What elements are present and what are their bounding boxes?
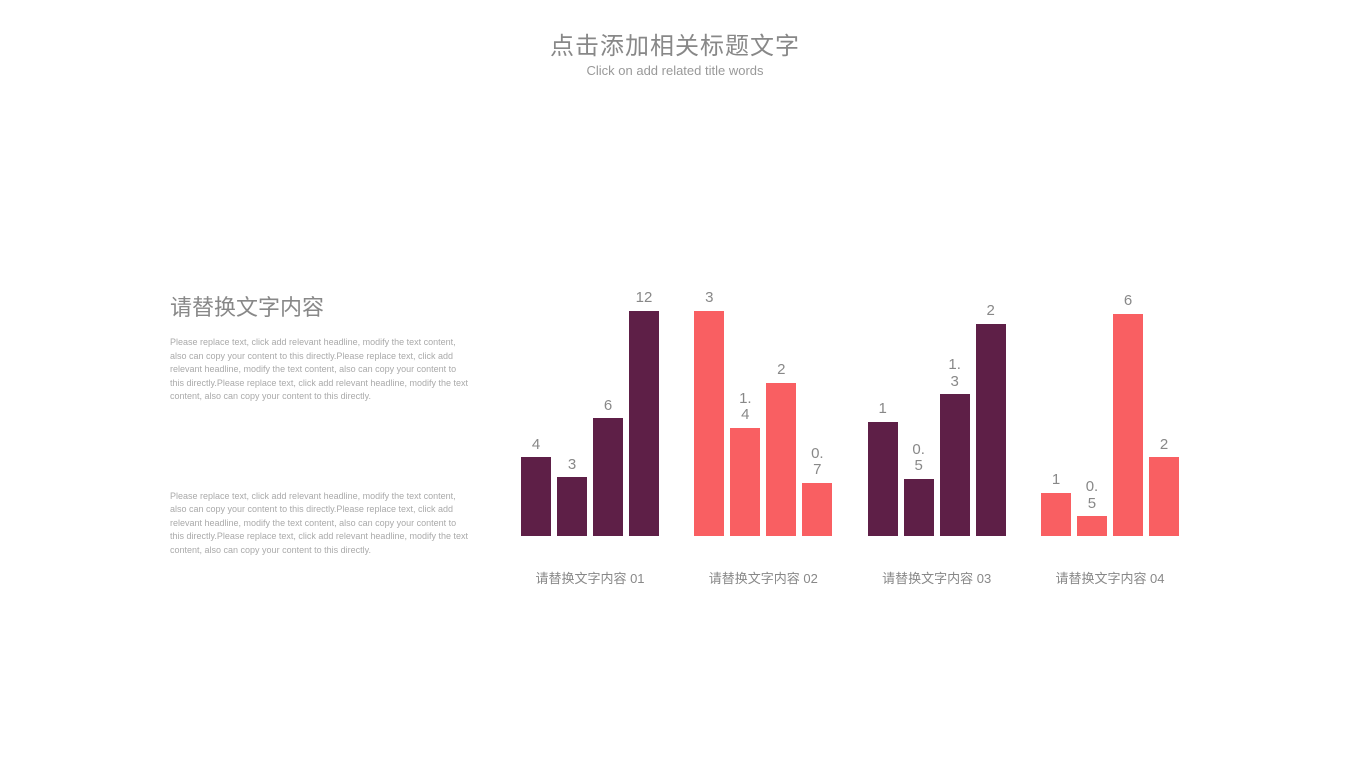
bar-value-label: 6 <box>604 398 612 415</box>
bar <box>976 324 1006 536</box>
bar-wrap: 0. 5 <box>904 290 934 536</box>
left-heading: 请替换文字内容 <box>170 290 470 322</box>
bar-wrap: 0. 7 <box>802 290 832 536</box>
bar-value-label: 4 <box>532 437 540 454</box>
bar <box>766 383 796 536</box>
bars-area: 3 1. 4 2 0. 7 <box>683 290 843 536</box>
bar <box>730 428 760 536</box>
bar <box>694 311 724 537</box>
bar-wrap: 3 <box>557 290 587 536</box>
chart-caption: 请替换文字内容 01 <box>535 568 644 587</box>
bar-value-label: 2 <box>986 303 994 320</box>
chart-caption: 请替换文字内容 03 <box>882 568 991 587</box>
bar-value-label: 3 <box>568 457 576 474</box>
left-panel: 请替换文字内容 Please replace text, click add r… <box>170 290 500 587</box>
bars-area: 4 3 6 12 <box>510 290 670 536</box>
bar-value-label: 1. 3 <box>948 357 961 390</box>
bar-wrap: 3 <box>694 290 724 536</box>
bar-value-label: 1 <box>1052 472 1060 489</box>
bar-wrap: 6 <box>1113 290 1143 536</box>
chart-caption: 请替换文字内容 04 <box>1055 568 1164 587</box>
bar-value-label: 6 <box>1124 293 1132 310</box>
bar <box>1113 314 1143 536</box>
bar-wrap: 2 <box>766 290 796 536</box>
bar-value-label: 0. 7 <box>811 446 824 479</box>
bars-area: 1 0. 5 1. 3 2 <box>857 290 1017 536</box>
chart-caption: 请替换文字内容 02 <box>709 568 818 587</box>
bar-value-label: 2 <box>1160 437 1168 454</box>
bar-wrap: 2 <box>976 290 1006 536</box>
bar-wrap: 1. 4 <box>730 290 760 536</box>
bar-wrap: 1 <box>868 290 898 536</box>
bar-wrap: 4 <box>521 290 551 536</box>
bar-wrap: 12 <box>629 290 659 536</box>
bars-area: 1 0. 5 6 2 <box>1030 290 1190 536</box>
bar <box>1149 457 1179 536</box>
bar <box>802 483 832 536</box>
charts-container: 43612请替换文字内容 0131. 420. 7请替换文字内容 0210. 5… <box>500 290 1190 587</box>
bar-value-label: 0. 5 <box>1086 479 1099 512</box>
bar <box>629 311 659 537</box>
content-area: 请替换文字内容 Please replace text, click add r… <box>170 290 1190 587</box>
bar-value-label: 12 <box>636 290 653 307</box>
bar-value-label: 1 <box>878 401 886 418</box>
sub-title: Click on add related title words <box>0 63 1350 78</box>
left-body-1: Please replace text, click add relevant … <box>170 336 470 404</box>
bar <box>1077 516 1107 536</box>
bar-wrap: 1 <box>1041 290 1071 536</box>
chart-group-4: 1 0. 5 6 2 请替换文字内容 04 <box>1030 290 1190 587</box>
left-body-2: Please replace text, click add relevant … <box>170 490 470 558</box>
slide-header: 点击添加相关标题文字 Click on add related title wo… <box>0 0 1350 78</box>
bar <box>940 394 970 536</box>
bar-wrap: 1. 3 <box>940 290 970 536</box>
bar-value-label: 1. 4 <box>739 391 752 424</box>
chart-group-1: 4 3 6 12 请替换文字内容 01 <box>510 290 670 587</box>
bar-wrap: 0. 5 <box>1077 290 1107 536</box>
bar-value-label: 0. 5 <box>912 442 925 475</box>
bar-wrap: 6 <box>593 290 623 536</box>
main-title: 点击添加相关标题文字 <box>0 26 1350 61</box>
bar-value-label: 3 <box>705 290 713 307</box>
bar <box>904 479 934 536</box>
bar <box>557 477 587 536</box>
chart-group-3: 1 0. 5 1. 3 2 请替换文字内容 03 <box>857 290 1017 587</box>
bar <box>868 422 898 536</box>
bar <box>593 418 623 536</box>
bar-wrap: 2 <box>1149 290 1179 536</box>
bar-value-label: 2 <box>777 362 785 379</box>
chart-group-2: 3 1. 4 2 0. 7 请替换文字内容 02 <box>683 290 843 587</box>
bar <box>1041 493 1071 536</box>
bar <box>521 457 551 536</box>
